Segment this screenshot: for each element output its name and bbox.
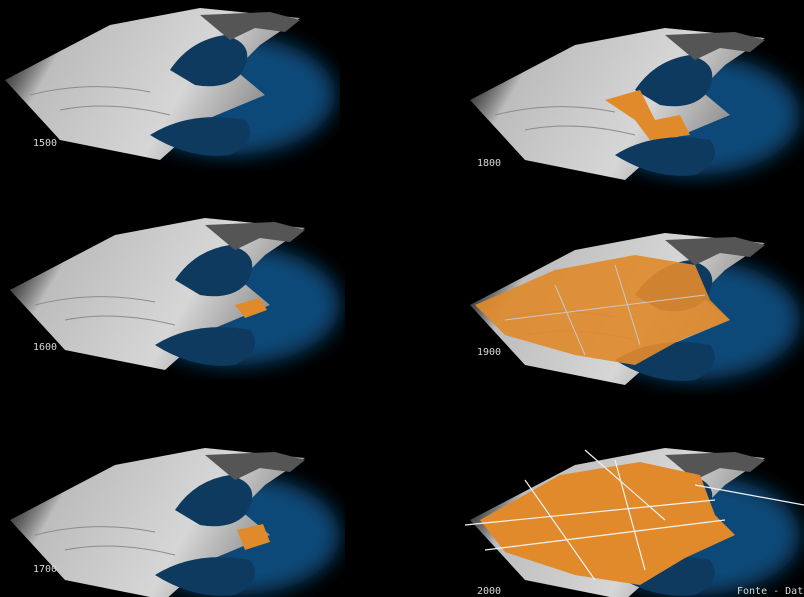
year-label: 2000 xyxy=(477,586,501,597)
panel-2000: 2000 xyxy=(464,448,804,597)
year-label: 1800 xyxy=(477,158,501,169)
roads xyxy=(504,264,706,356)
panel-1700: 1700 xyxy=(10,448,340,597)
base-map xyxy=(10,448,340,597)
source-note: Fonte - DataRi xyxy=(737,586,804,597)
urban-area xyxy=(475,255,730,365)
urban-area xyxy=(605,90,690,140)
urban-area xyxy=(480,462,735,585)
panel-1600: 1600 xyxy=(10,218,340,370)
year-label: 1700 xyxy=(33,564,57,575)
panel-1500: 1500 xyxy=(5,8,335,160)
urban-area xyxy=(237,524,270,550)
panel-1900: 1900 xyxy=(470,233,800,385)
year-label: 1500 xyxy=(33,138,57,149)
panel-1800: 1800 xyxy=(470,28,800,180)
roads xyxy=(464,449,804,581)
base-map xyxy=(10,218,340,370)
year-label: 1900 xyxy=(477,347,501,358)
year-label: 1600 xyxy=(33,342,57,353)
urban-area xyxy=(235,298,267,318)
